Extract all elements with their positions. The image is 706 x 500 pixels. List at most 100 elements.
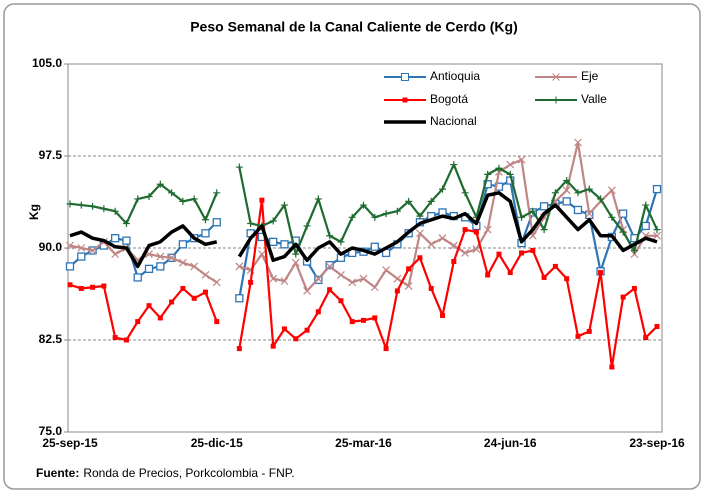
- marker: [450, 161, 458, 169]
- marker: [65, 262, 75, 271]
- marker: [179, 197, 187, 205]
- marker: [112, 335, 118, 341]
- marker: [564, 276, 570, 282]
- legend-label: Antioquia: [430, 69, 480, 83]
- marker: [77, 244, 86, 252]
- marker: [439, 185, 447, 193]
- marker: [338, 298, 344, 304]
- marker: [191, 295, 197, 301]
- marker: [348, 213, 356, 221]
- marker: [382, 266, 391, 275]
- marker: [89, 202, 97, 210]
- y-axis-label: Kg: [27, 204, 41, 220]
- marker: [212, 218, 221, 227]
- marker: [562, 186, 571, 195]
- chart-title: Peso Semanal de la Canal Caliente de Cer…: [190, 19, 518, 35]
- marker: [451, 258, 457, 264]
- marker: [259, 197, 265, 203]
- marker: [630, 250, 639, 259]
- marker: [111, 250, 120, 259]
- marker: [133, 273, 142, 282]
- marker: [586, 328, 592, 334]
- marker: [146, 303, 152, 309]
- marker: [235, 163, 243, 171]
- marker: [427, 240, 436, 249]
- y-tick-label: 97.5: [39, 148, 63, 162]
- marker: [291, 258, 300, 267]
- marker: [551, 189, 559, 197]
- marker: [529, 207, 537, 215]
- marker: [201, 216, 209, 224]
- x-tick-label: 24-jun-16: [484, 436, 537, 450]
- marker: [169, 299, 175, 305]
- marker: [235, 294, 244, 303]
- marker: [530, 247, 536, 253]
- marker: [247, 219, 255, 227]
- marker: [101, 283, 107, 289]
- marker: [202, 289, 208, 295]
- marker: [598, 270, 604, 276]
- marker: [144, 264, 154, 274]
- marker: [67, 282, 73, 288]
- marker: [597, 195, 605, 203]
- marker: [280, 240, 289, 249]
- marker: [519, 250, 525, 256]
- marker: [440, 312, 446, 318]
- legend-label: Nacional: [430, 114, 477, 128]
- marker: [517, 155, 526, 164]
- y-tick-label: 82.5: [39, 332, 63, 346]
- marker: [573, 205, 583, 215]
- marker: [157, 315, 163, 321]
- marker: [552, 263, 558, 269]
- marker: [325, 262, 334, 271]
- marker: [653, 226, 661, 234]
- marker: [361, 317, 366, 323]
- marker: [178, 240, 188, 249]
- marker: [269, 274, 278, 283]
- marker: [372, 315, 378, 321]
- marker: [428, 285, 434, 291]
- legend: Antioquia Eje Bogotá Valle Nacional: [384, 69, 607, 128]
- series: [66, 161, 661, 258]
- marker: [66, 200, 74, 208]
- marker: [427, 197, 435, 205]
- marker: [212, 278, 221, 287]
- marker: [370, 242, 379, 251]
- marker: [575, 333, 581, 339]
- marker: [654, 324, 660, 330]
- marker: [122, 219, 130, 227]
- marker: [404, 282, 413, 290]
- marker: [304, 327, 310, 333]
- marker: [393, 274, 402, 283]
- y-tick-label: 105.0: [32, 56, 62, 70]
- marker: [462, 227, 468, 233]
- marker: [506, 170, 514, 178]
- marker: [607, 186, 616, 195]
- source-text: Ronda de Precios, Porkcolombia - FNP.: [83, 466, 294, 480]
- source-label: Fuente:: [36, 466, 79, 480]
- marker: [145, 192, 153, 200]
- marker: [348, 278, 357, 287]
- marker: [609, 364, 615, 370]
- marker: [472, 245, 481, 254]
- marker: [416, 212, 424, 220]
- marker: [281, 326, 287, 332]
- marker: [269, 237, 278, 247]
- y-tick-label: 75.0: [39, 424, 63, 438]
- marker: [405, 197, 413, 205]
- marker: [314, 274, 323, 283]
- marker: [269, 217, 277, 225]
- marker: [156, 180, 164, 188]
- marker: [190, 195, 198, 203]
- marker: [383, 346, 389, 352]
- marker: [406, 266, 412, 272]
- marker: [618, 209, 628, 218]
- marker: [461, 248, 470, 257]
- legend-marker: [552, 73, 560, 81]
- marker: [539, 202, 549, 211]
- marker: [473, 229, 479, 235]
- marker: [236, 346, 242, 352]
- marker: [123, 337, 129, 343]
